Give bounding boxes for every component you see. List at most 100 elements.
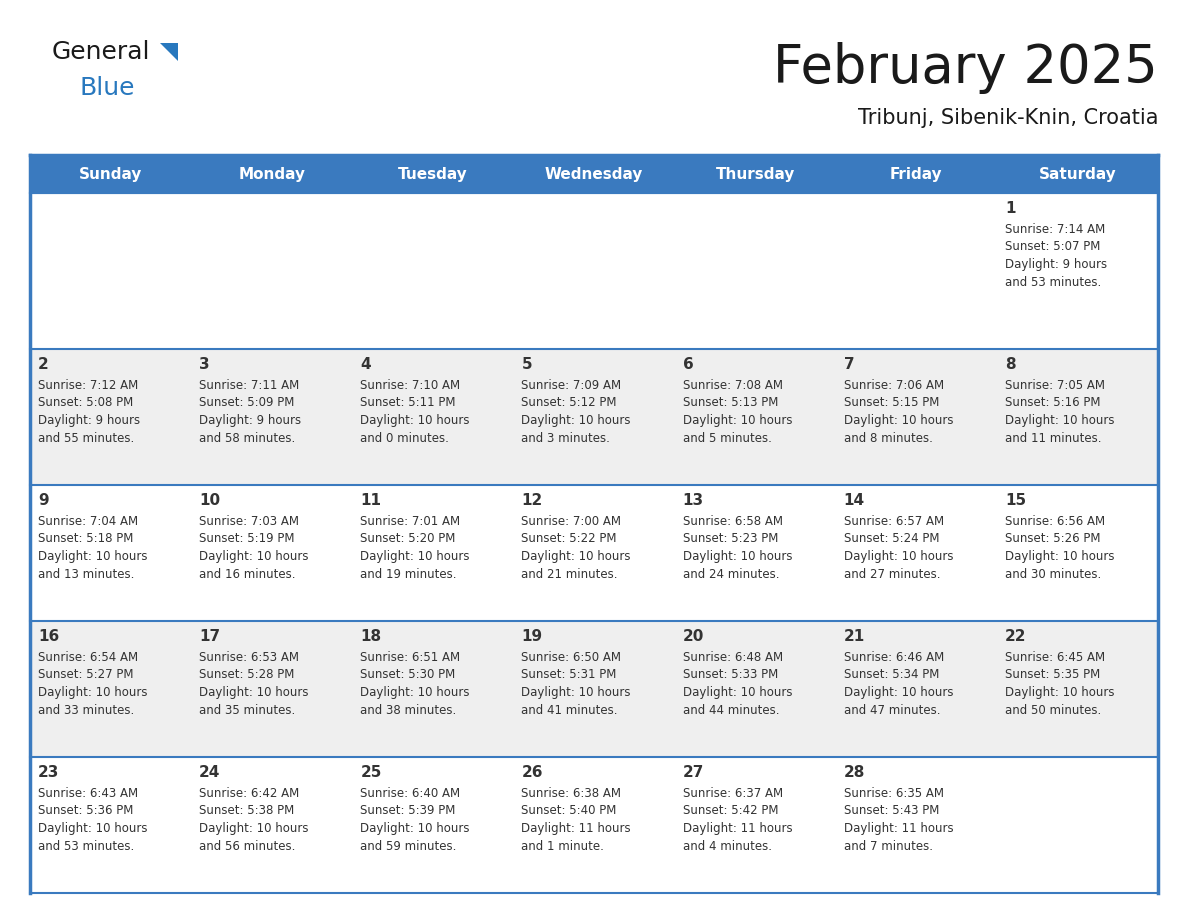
Text: Daylight: 10 hours: Daylight: 10 hours <box>38 686 147 699</box>
Text: Sunrise: 7:14 AM: Sunrise: 7:14 AM <box>1005 223 1105 236</box>
Text: Daylight: 10 hours: Daylight: 10 hours <box>522 414 631 427</box>
Text: and 47 minutes.: and 47 minutes. <box>843 703 940 717</box>
Text: and 58 minutes.: and 58 minutes. <box>200 431 296 444</box>
Bar <box>191 349 353 485</box>
Text: Daylight: 10 hours: Daylight: 10 hours <box>1005 550 1114 563</box>
Text: Daylight: 10 hours: Daylight: 10 hours <box>522 550 631 563</box>
Bar <box>675 757 835 893</box>
Text: Sunrise: 6:43 AM: Sunrise: 6:43 AM <box>38 787 138 800</box>
Text: 5: 5 <box>522 357 532 372</box>
Text: Daylight: 10 hours: Daylight: 10 hours <box>1005 414 1114 427</box>
Bar <box>835 485 997 621</box>
Text: 10: 10 <box>200 493 220 508</box>
Text: Friday: Friday <box>890 166 942 182</box>
Bar <box>353 485 513 621</box>
Text: Sunset: 5:28 PM: Sunset: 5:28 PM <box>200 668 295 681</box>
Bar <box>191 757 353 893</box>
Text: 9: 9 <box>38 493 49 508</box>
Text: Daylight: 10 hours: Daylight: 10 hours <box>200 550 309 563</box>
Text: and 24 minutes.: and 24 minutes. <box>683 567 779 580</box>
Text: Blue: Blue <box>80 76 135 100</box>
Text: 19: 19 <box>522 629 543 644</box>
Bar <box>30 349 191 485</box>
Text: Sunset: 5:18 PM: Sunset: 5:18 PM <box>38 532 133 545</box>
Text: and 53 minutes.: and 53 minutes. <box>38 839 134 853</box>
Text: Daylight: 11 hours: Daylight: 11 hours <box>683 822 792 835</box>
Text: and 30 minutes.: and 30 minutes. <box>1005 567 1101 580</box>
Text: Sunrise: 6:54 AM: Sunrise: 6:54 AM <box>38 651 138 664</box>
Text: Sunrise: 6:57 AM: Sunrise: 6:57 AM <box>843 515 943 528</box>
Text: Sunrise: 6:42 AM: Sunrise: 6:42 AM <box>200 787 299 800</box>
Text: Daylight: 10 hours: Daylight: 10 hours <box>843 550 953 563</box>
Text: and 11 minutes.: and 11 minutes. <box>1005 431 1101 444</box>
Text: Sunrise: 7:01 AM: Sunrise: 7:01 AM <box>360 515 461 528</box>
Text: and 4 minutes.: and 4 minutes. <box>683 839 771 853</box>
Bar <box>997 349 1158 485</box>
Bar <box>513 193 675 349</box>
Text: Sunrise: 6:48 AM: Sunrise: 6:48 AM <box>683 651 783 664</box>
Text: and 8 minutes.: and 8 minutes. <box>843 431 933 444</box>
Text: Daylight: 11 hours: Daylight: 11 hours <box>522 822 631 835</box>
Text: Daylight: 11 hours: Daylight: 11 hours <box>843 822 953 835</box>
Text: Daylight: 10 hours: Daylight: 10 hours <box>843 686 953 699</box>
Text: 14: 14 <box>843 493 865 508</box>
Text: Daylight: 10 hours: Daylight: 10 hours <box>200 822 309 835</box>
Text: Sunset: 5:27 PM: Sunset: 5:27 PM <box>38 668 133 681</box>
Text: Daylight: 10 hours: Daylight: 10 hours <box>360 414 469 427</box>
Text: Sunrise: 7:06 AM: Sunrise: 7:06 AM <box>843 379 943 392</box>
Bar <box>30 193 191 349</box>
Text: February 2025: February 2025 <box>773 42 1158 94</box>
Bar <box>997 757 1158 893</box>
Bar <box>835 155 997 193</box>
Text: Daylight: 10 hours: Daylight: 10 hours <box>38 550 147 563</box>
Text: 6: 6 <box>683 357 694 372</box>
Bar <box>997 193 1158 349</box>
Bar <box>30 155 191 193</box>
Text: Sunset: 5:34 PM: Sunset: 5:34 PM <box>843 668 939 681</box>
Text: Sunset: 5:35 PM: Sunset: 5:35 PM <box>1005 668 1100 681</box>
Text: and 41 minutes.: and 41 minutes. <box>522 703 618 717</box>
Text: Sunrise: 7:08 AM: Sunrise: 7:08 AM <box>683 379 783 392</box>
Bar <box>835 757 997 893</box>
Text: 13: 13 <box>683 493 703 508</box>
Text: 18: 18 <box>360 629 381 644</box>
Text: 11: 11 <box>360 493 381 508</box>
Text: Sunrise: 6:53 AM: Sunrise: 6:53 AM <box>200 651 299 664</box>
Bar <box>191 621 353 757</box>
Bar <box>997 485 1158 621</box>
Text: 26: 26 <box>522 765 543 780</box>
Text: Sunset: 5:26 PM: Sunset: 5:26 PM <box>1005 532 1100 545</box>
Text: 21: 21 <box>843 629 865 644</box>
Text: Sunset: 5:33 PM: Sunset: 5:33 PM <box>683 668 778 681</box>
Bar <box>353 155 513 193</box>
Text: Sunset: 5:39 PM: Sunset: 5:39 PM <box>360 804 456 818</box>
Text: Sunrise: 6:35 AM: Sunrise: 6:35 AM <box>843 787 943 800</box>
Text: 28: 28 <box>843 765 865 780</box>
Text: Daylight: 10 hours: Daylight: 10 hours <box>683 686 792 699</box>
Text: and 38 minutes.: and 38 minutes. <box>360 703 456 717</box>
Text: Daylight: 10 hours: Daylight: 10 hours <box>522 686 631 699</box>
Text: Sunrise: 6:40 AM: Sunrise: 6:40 AM <box>360 787 461 800</box>
Bar <box>513 757 675 893</box>
Text: Saturday: Saturday <box>1038 166 1117 182</box>
Text: Sunset: 5:19 PM: Sunset: 5:19 PM <box>200 532 295 545</box>
Bar <box>835 621 997 757</box>
Bar <box>30 621 191 757</box>
Text: Sunset: 5:20 PM: Sunset: 5:20 PM <box>360 532 456 545</box>
Text: 4: 4 <box>360 357 371 372</box>
Text: 27: 27 <box>683 765 704 780</box>
Text: Sunset: 5:40 PM: Sunset: 5:40 PM <box>522 804 617 818</box>
Text: and 59 minutes.: and 59 minutes. <box>360 839 456 853</box>
Text: 17: 17 <box>200 629 220 644</box>
Text: Daylight: 9 hours: Daylight: 9 hours <box>1005 258 1107 271</box>
Text: Sunrise: 6:38 AM: Sunrise: 6:38 AM <box>522 787 621 800</box>
Bar <box>191 485 353 621</box>
Text: and 16 minutes.: and 16 minutes. <box>200 567 296 580</box>
Text: and 3 minutes.: and 3 minutes. <box>522 431 611 444</box>
Text: Sunrise: 6:50 AM: Sunrise: 6:50 AM <box>522 651 621 664</box>
Text: and 5 minutes.: and 5 minutes. <box>683 431 771 444</box>
Text: Sunset: 5:08 PM: Sunset: 5:08 PM <box>38 397 133 409</box>
Text: Sunset: 5:42 PM: Sunset: 5:42 PM <box>683 804 778 818</box>
Text: 16: 16 <box>38 629 59 644</box>
Text: 15: 15 <box>1005 493 1026 508</box>
